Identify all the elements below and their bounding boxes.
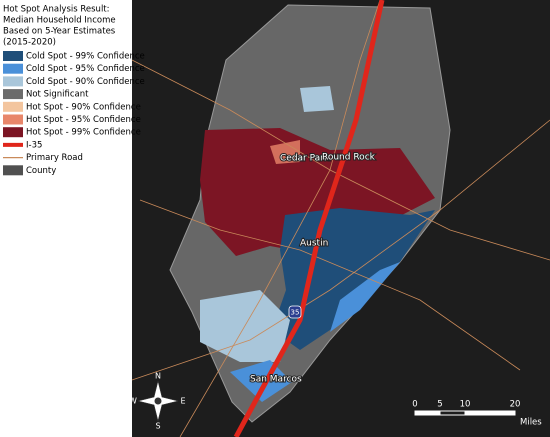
compass-letter: S bbox=[155, 422, 160, 431]
legend-title: Hot Spot Analysis Result: bbox=[3, 5, 110, 15]
city-label: Round Rock bbox=[322, 153, 376, 163]
legend-label: I-35 bbox=[26, 140, 42, 150]
hot-spot-light-area bbox=[270, 140, 300, 164]
city-label: Austin bbox=[300, 239, 328, 249]
compass-letter: W bbox=[129, 397, 137, 406]
compass-letter: E bbox=[180, 397, 185, 406]
legend-swatch bbox=[3, 51, 23, 61]
legend-label: Cold Spot - 90% Confidence bbox=[26, 77, 145, 87]
legend-swatch bbox=[3, 63, 23, 74]
legend-title: (2015-2020) bbox=[3, 38, 56, 48]
scale-label: 5 bbox=[437, 400, 442, 410]
legend-swatch bbox=[3, 165, 23, 176]
shield bbox=[288, 305, 302, 319]
legend-swatch bbox=[3, 89, 23, 100]
compass-letter: N bbox=[155, 372, 161, 381]
legend-label: County bbox=[26, 166, 56, 176]
cold-spot-light-north bbox=[300, 86, 334, 112]
city-label: San Marcos bbox=[250, 375, 302, 385]
legend-label: Hot Spot - 99% Confidence bbox=[26, 128, 141, 138]
legend-label: Cold Spot - 95% Confidence bbox=[26, 64, 145, 74]
cold-spot-south-area bbox=[230, 360, 292, 402]
legend: Hot Spot Analysis Result:Median Househol… bbox=[3, 5, 145, 176]
shield-label: 35 bbox=[291, 309, 300, 317]
city-label: Cedar Park bbox=[280, 154, 330, 164]
legend-swatch bbox=[3, 76, 23, 87]
primary-roads bbox=[131, 0, 550, 437]
compass-center bbox=[153, 396, 163, 406]
legend-label: Hot Spot - 95% Confidence bbox=[26, 115, 141, 125]
legend-swatch bbox=[3, 101, 23, 112]
legend-title: Based on 5-Year Estimates bbox=[3, 27, 116, 37]
legend-title: Median Household Income bbox=[3, 16, 116, 26]
scale-label: 20 bbox=[510, 400, 521, 410]
scale-bar-segment bbox=[439, 410, 466, 416]
scale-label: 10 bbox=[460, 400, 471, 410]
legend-label: Cold Spot - 99% Confidence bbox=[26, 52, 145, 62]
legend-label: Primary Road bbox=[26, 153, 83, 163]
cold-spot-mid-area bbox=[330, 262, 400, 332]
legend-label: Not Significant bbox=[26, 90, 89, 100]
legend-label: Hot Spot - 90% Confidence bbox=[26, 102, 141, 112]
scale-label: 0 bbox=[412, 400, 417, 410]
legend-swatch bbox=[3, 127, 23, 138]
scale-unit: Miles bbox=[520, 418, 542, 428]
hot-spot-area bbox=[200, 128, 435, 256]
legend-swatch bbox=[3, 114, 23, 125]
i-35 bbox=[233, 0, 385, 437]
